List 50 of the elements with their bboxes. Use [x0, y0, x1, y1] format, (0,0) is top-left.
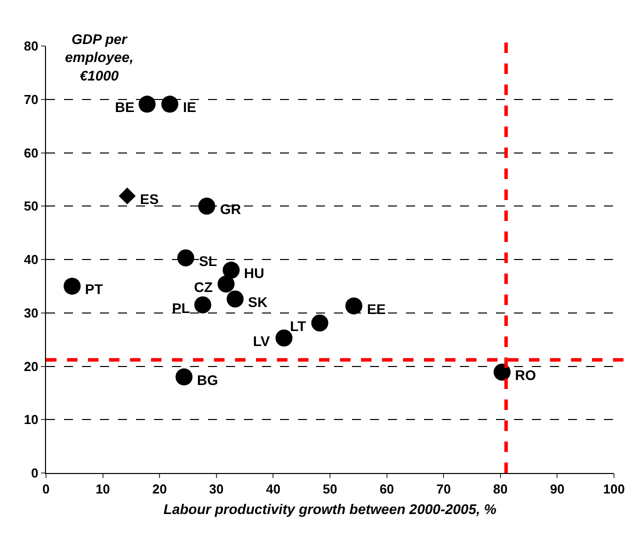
- point: [494, 364, 511, 381]
- x-tick-label: 50: [322, 482, 338, 497]
- point: [138, 96, 156, 113]
- y-tick-label: 0: [31, 466, 38, 481]
- y-tick-label: 30: [24, 305, 38, 320]
- y-tick-label: 50: [24, 198, 38, 214]
- x-axis-title: Labour productivity growth between 2000-2005, %: [164, 500, 498, 517]
- x-tick-label: 10: [96, 482, 110, 497]
- x-tick-label: 80: [493, 482, 508, 497]
- y-tick-label: 10: [24, 412, 38, 428]
- point: [198, 198, 216, 215]
- annotation: IE: [183, 99, 196, 115]
- y-tick-label: 40: [24, 252, 38, 268]
- point: [226, 290, 244, 308]
- y-tick-label: 80: [24, 38, 38, 54]
- x-tick-label: 30: [209, 482, 224, 497]
- y-axis-title: GDP per employee, €1000: [65, 31, 134, 84]
- annotation: HU: [244, 265, 264, 281]
- point: [177, 249, 194, 266]
- point: [161, 96, 178, 113]
- point: [222, 262, 240, 279]
- x-tick-label: 40: [266, 482, 280, 497]
- annotation: SK: [248, 294, 268, 310]
- x-tick-label: 100: [603, 482, 625, 497]
- annotation: BG: [197, 372, 218, 388]
- x-tick-label: 0: [42, 482, 50, 497]
- annotation: RO: [515, 367, 536, 383]
- annotation: PL: [172, 300, 190, 316]
- annotation: PT: [85, 281, 104, 297]
- annotation: ES: [140, 191, 159, 207]
- point: [176, 368, 193, 386]
- point: [276, 329, 292, 346]
- x-tick-label: 70: [436, 482, 451, 497]
- annotation: LV: [253, 333, 271, 349]
- y-tick-label: 60: [24, 145, 38, 160]
- x-tick-label: 90: [550, 482, 564, 497]
- x-tick-label: 20: [152, 482, 167, 497]
- annotation: CZ: [194, 279, 214, 295]
- point: [118, 188, 136, 204]
- point: [64, 278, 81, 295]
- x-tick-label: 60: [380, 482, 394, 497]
- point: [218, 276, 235, 293]
- annotation: SL: [199, 253, 218, 269]
- point: [345, 297, 362, 314]
- annotation: LT: [290, 318, 307, 334]
- point: [311, 314, 328, 332]
- y-tick-label: 20: [24, 358, 38, 374]
- annotation: BE: [115, 99, 134, 115]
- point: [194, 296, 212, 314]
- y-tick-label: 70: [24, 92, 38, 107]
